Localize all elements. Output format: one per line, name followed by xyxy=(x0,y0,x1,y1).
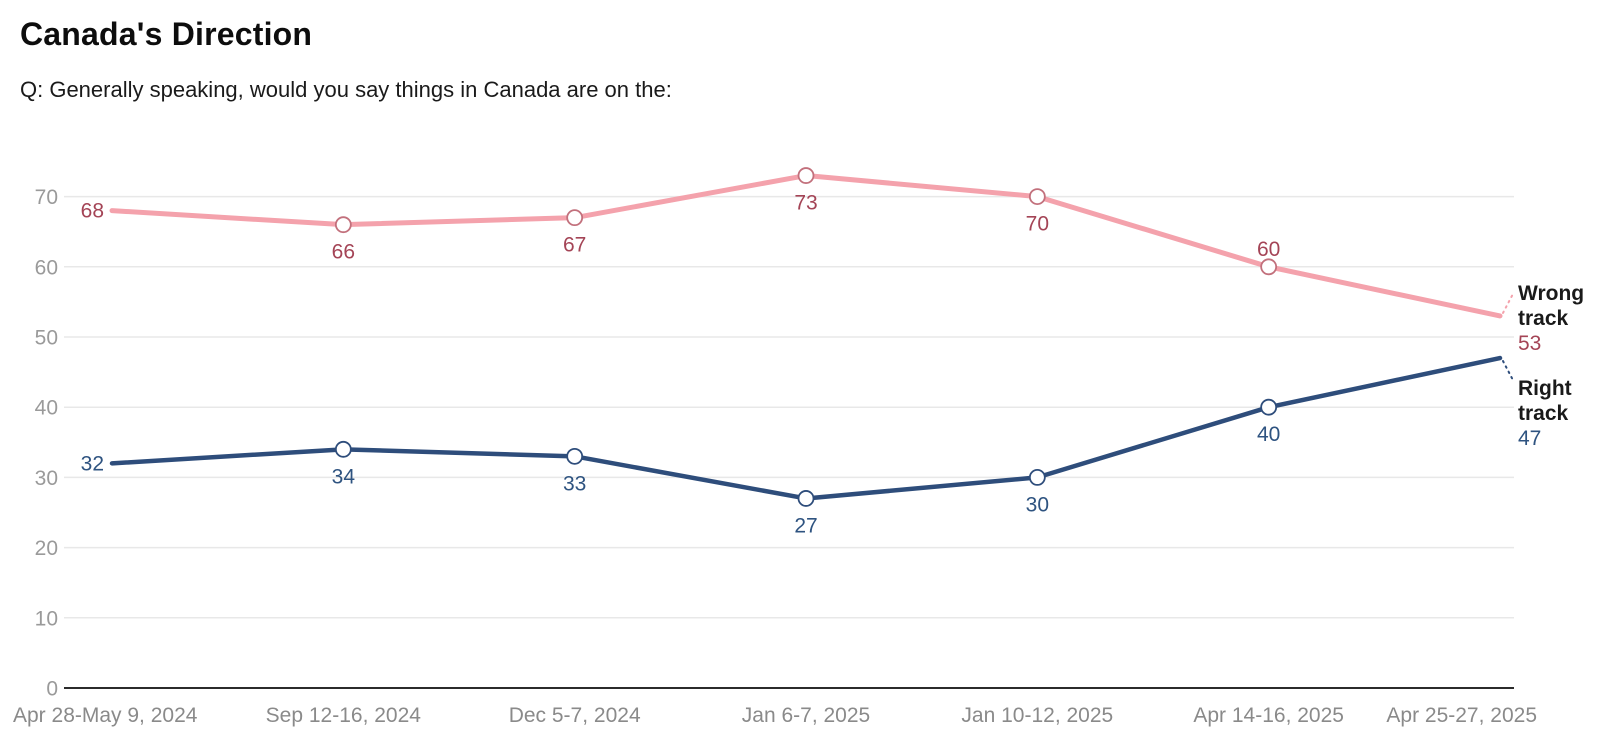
data-point-label: 68 xyxy=(81,200,104,223)
y-axis-tick-label: 10 xyxy=(35,607,58,630)
legend-connector xyxy=(1502,290,1515,314)
chart-subtitle: Q: Generally speaking, would you say thi… xyxy=(20,77,672,102)
data-point-label: 73 xyxy=(794,192,817,215)
data-point-marker xyxy=(334,216,352,234)
x-axis-tick-label: Dec 5-7, 2024 xyxy=(509,704,641,727)
data-point-label: 30 xyxy=(1026,493,1049,516)
legend-right-track-label: Right xyxy=(1518,377,1572,400)
data-point-marker xyxy=(1260,258,1278,276)
x-axis-tick-label: Sep 12-16, 2024 xyxy=(266,704,422,727)
legend-connector xyxy=(1502,360,1515,384)
data-point-label: 27 xyxy=(794,514,817,537)
legend-value: 47 xyxy=(1518,427,1541,450)
x-axis-tick-label: Jan 10-12, 2025 xyxy=(961,704,1113,727)
data-point-label: 32 xyxy=(81,452,104,475)
x-axis-tick-label: Jan 6-7, 2025 xyxy=(742,704,870,727)
data-point-marker xyxy=(566,447,584,465)
data-point-label: 40 xyxy=(1257,423,1280,446)
data-point-label: 66 xyxy=(332,241,355,264)
legend-wrong-track-label: track xyxy=(1518,307,1569,330)
data-point-marker xyxy=(1028,468,1046,486)
legend-value: 53 xyxy=(1518,332,1541,355)
x-axis-tick-label: Apr 28-May 9, 2024 xyxy=(13,704,198,727)
data-point-label: 34 xyxy=(332,465,356,488)
x-axis-tick-label: Apr 14-16, 2025 xyxy=(1193,704,1344,727)
y-axis-tick-label: 50 xyxy=(35,327,58,350)
chart-title: Canada's Direction xyxy=(20,16,313,52)
legend-right-track-label: track xyxy=(1518,402,1569,425)
data-point-label: 70 xyxy=(1026,213,1049,236)
y-axis-tick-label: 30 xyxy=(35,467,58,490)
data-point-marker xyxy=(797,490,815,507)
data-point-label: 60 xyxy=(1257,238,1280,261)
chart-header: Canada's Direction Q: Generally speaking… xyxy=(20,0,672,103)
y-axis-tick-label: 40 xyxy=(35,397,58,420)
y-axis-tick-label: 20 xyxy=(35,537,58,560)
data-point-marker xyxy=(797,167,815,184)
data-point-label: 67 xyxy=(563,234,586,257)
y-axis-tick-label: 70 xyxy=(35,186,58,209)
x-axis-tick-label: Apr 25-27, 2025 xyxy=(1386,704,1537,727)
data-point-marker xyxy=(1260,398,1278,416)
y-axis-tick-label: 0 xyxy=(46,678,58,701)
data-point-label: 33 xyxy=(563,472,586,495)
data-point-marker xyxy=(1028,188,1046,206)
data-point-marker xyxy=(566,209,584,227)
y-axis-tick-label: 60 xyxy=(35,256,58,279)
legend-wrong-track-label: Wrong xyxy=(1518,282,1584,305)
data-point-marker xyxy=(334,440,352,458)
